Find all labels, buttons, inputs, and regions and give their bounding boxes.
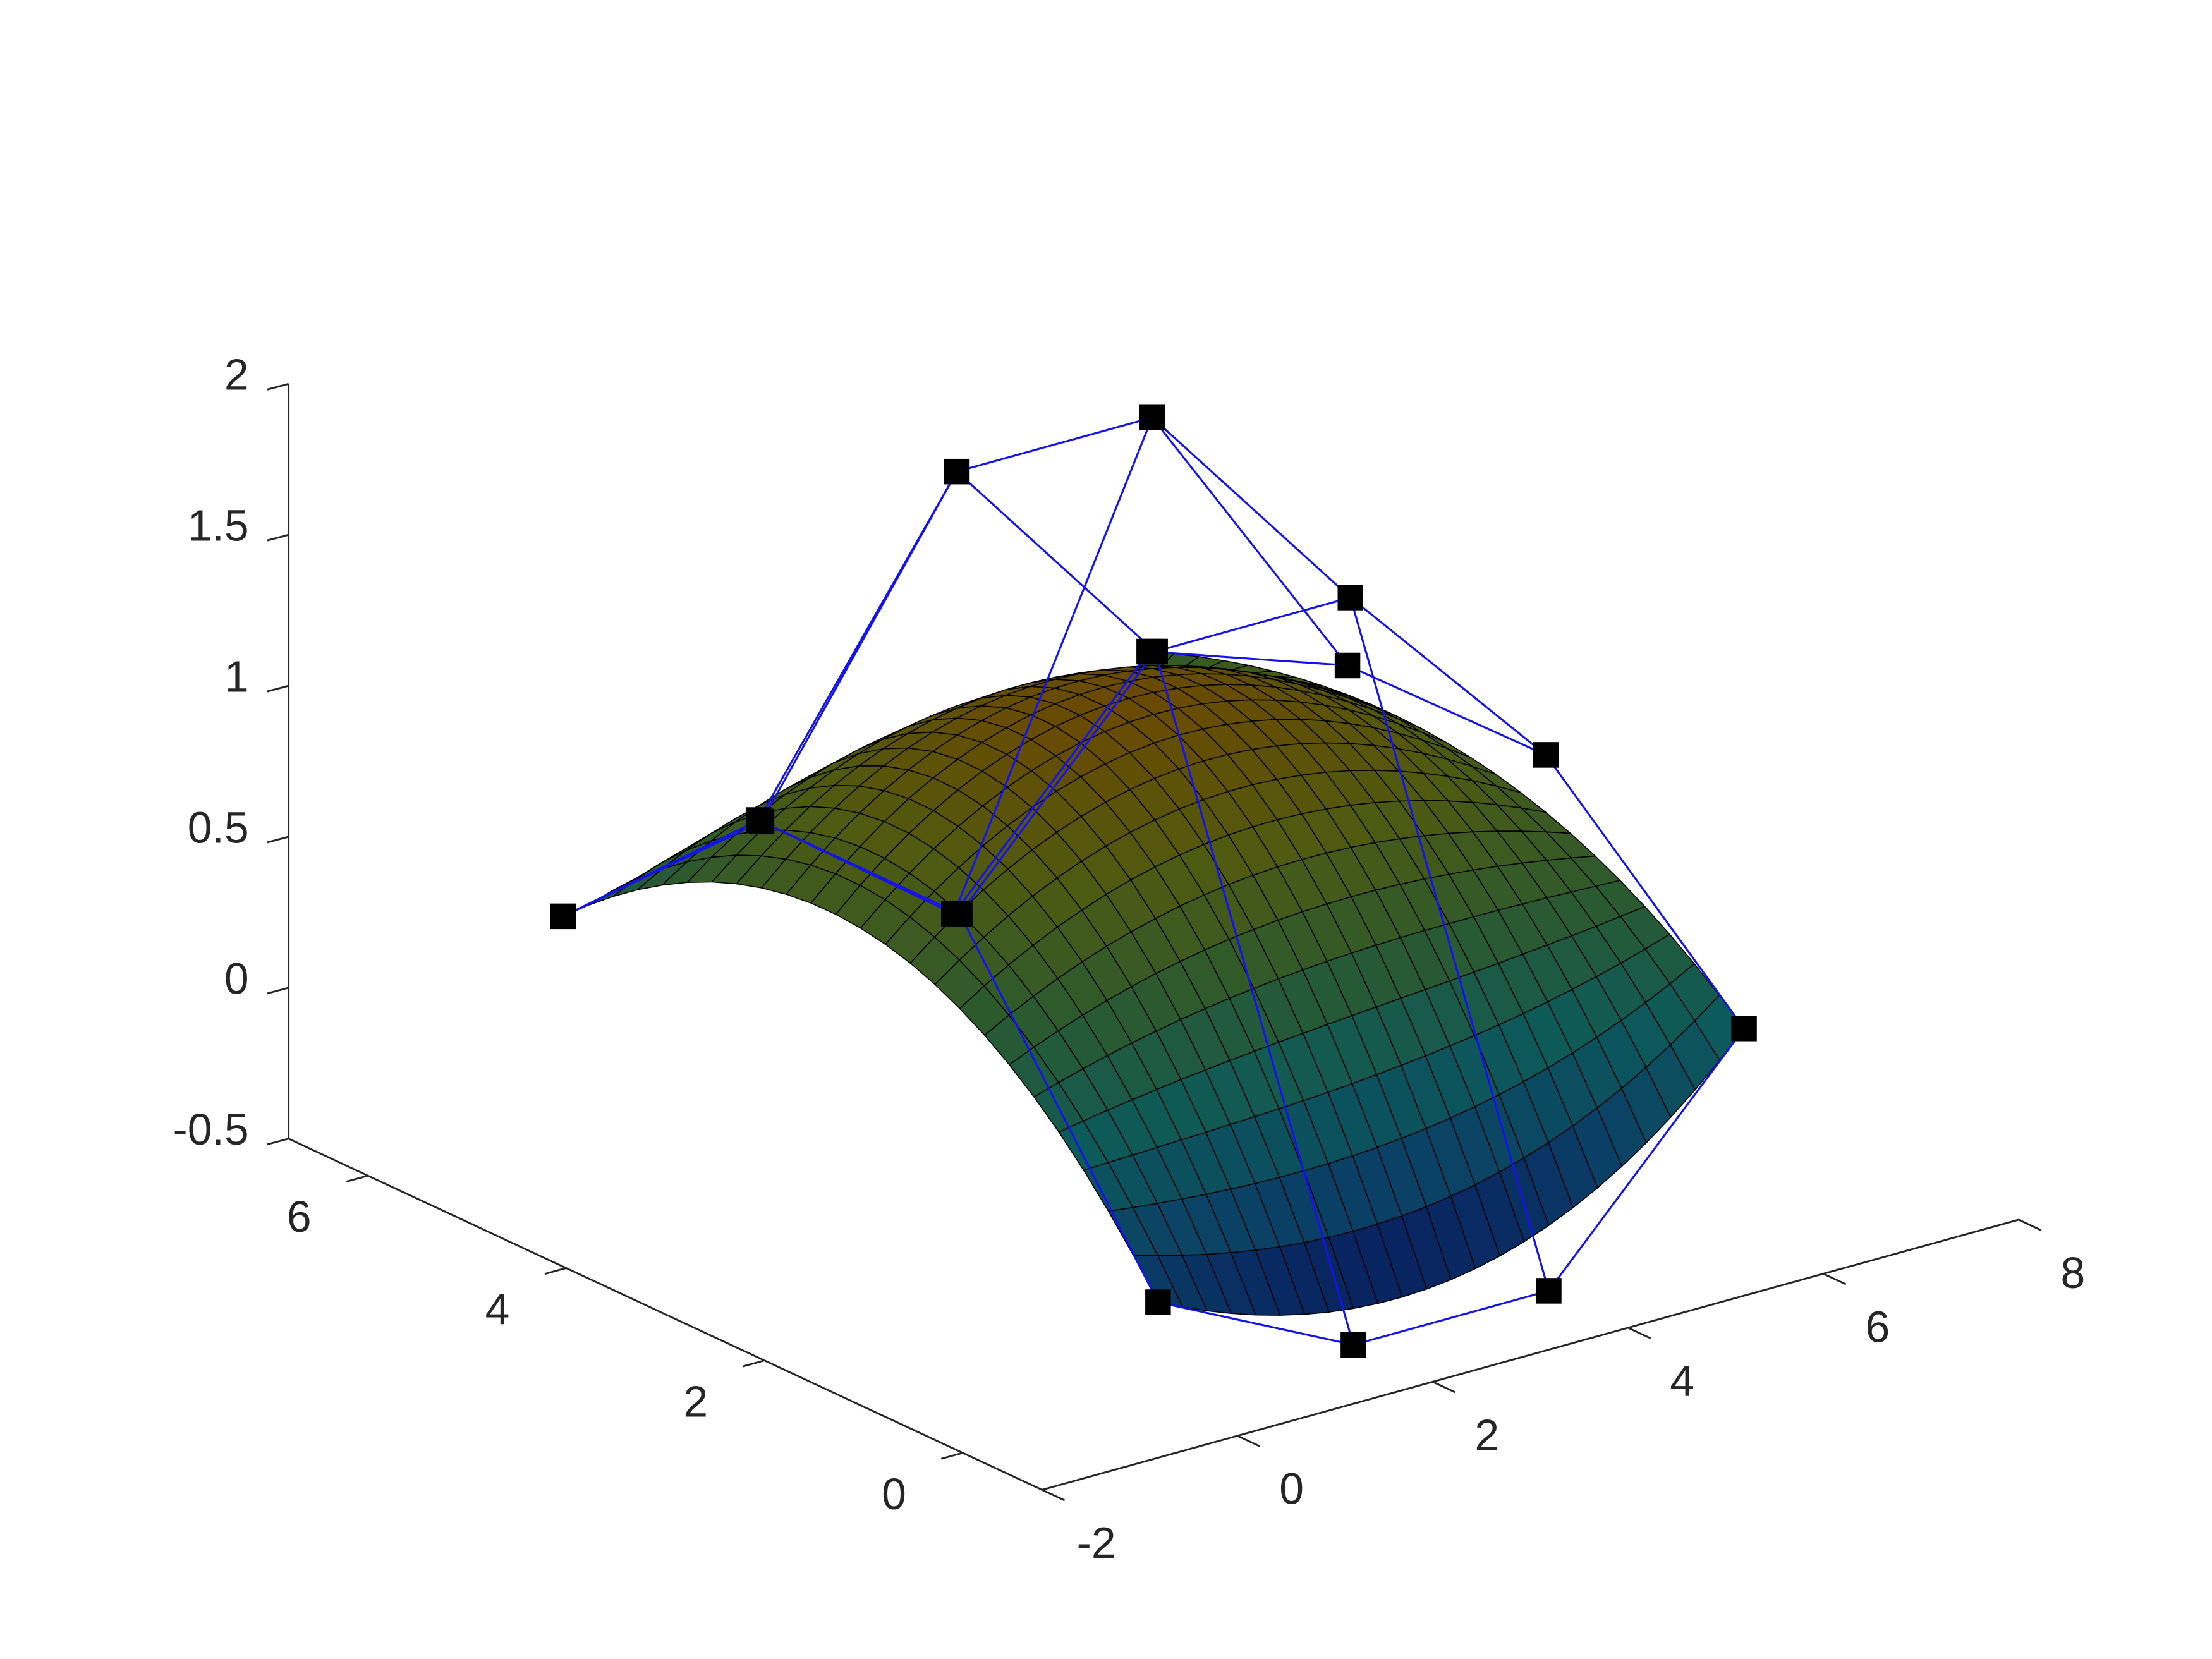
z-tick-label: 0 bbox=[224, 954, 249, 1003]
x-tick bbox=[1237, 1435, 1261, 1447]
x-tick-label: 2 bbox=[1474, 1410, 1499, 1459]
control-point bbox=[1136, 638, 1162, 665]
control-net-line bbox=[1158, 1028, 1745, 1346]
x-tick bbox=[1042, 1489, 1066, 1502]
z-tick bbox=[267, 382, 289, 391]
z-tick-label: 0.5 bbox=[188, 803, 249, 852]
y-tick bbox=[346, 1174, 368, 1183]
x-tick bbox=[1432, 1381, 1456, 1394]
y-tick-label: 6 bbox=[287, 1192, 312, 1241]
control-point bbox=[1337, 585, 1363, 611]
control-point bbox=[745, 807, 772, 833]
control-net-line bbox=[952, 416, 1550, 1291]
control-net-line bbox=[562, 651, 1150, 918]
y-tick bbox=[940, 1452, 963, 1460]
control-point bbox=[550, 903, 576, 930]
y-tick bbox=[743, 1359, 765, 1368]
control-net-line bbox=[959, 596, 1547, 915]
control-point bbox=[1334, 652, 1361, 679]
control-point bbox=[1340, 1332, 1366, 1358]
z-tick bbox=[267, 836, 289, 844]
y-tick-label: 0 bbox=[882, 1469, 906, 1519]
y-tick-label: 4 bbox=[485, 1284, 510, 1334]
z-tick bbox=[267, 684, 289, 693]
control-net-line bbox=[760, 416, 1349, 822]
control-net-line bbox=[757, 470, 1354, 1346]
control-net-line bbox=[1149, 650, 1745, 1030]
x-tick bbox=[1823, 1273, 1847, 1285]
z-tick bbox=[267, 533, 289, 542]
y-axis bbox=[288, 1138, 1043, 1491]
x-axis bbox=[1042, 1218, 2019, 1491]
x-tick bbox=[1627, 1327, 1651, 1339]
control-point bbox=[1139, 404, 1165, 430]
x-tick-label: 8 bbox=[2061, 1248, 2086, 1297]
z-tick-label: 1 bbox=[224, 652, 249, 702]
x-tick-label: 0 bbox=[1279, 1464, 1304, 1514]
control-net-line bbox=[562, 820, 1159, 1303]
x-tick-label: -2 bbox=[1077, 1518, 1116, 1567]
x-tick-label: 4 bbox=[1670, 1356, 1694, 1406]
control-point bbox=[1533, 742, 1559, 768]
z-tick bbox=[267, 987, 289, 995]
surface-face bbox=[1108, 1206, 1158, 1256]
z-tick bbox=[267, 1138, 289, 1146]
control-point bbox=[1536, 1278, 1562, 1304]
control-point bbox=[1731, 1016, 1757, 1042]
x-tick-label: 6 bbox=[1865, 1302, 1890, 1351]
control-point bbox=[944, 458, 970, 485]
z-tick-label: 1.5 bbox=[188, 501, 249, 550]
y-tick-label: 2 bbox=[683, 1377, 708, 1426]
z-tick-label: -0.5 bbox=[173, 1105, 248, 1154]
control-point bbox=[941, 901, 967, 927]
control-point bbox=[1145, 1289, 1171, 1315]
z-tick-label: 2 bbox=[224, 350, 249, 399]
y-tick bbox=[544, 1267, 567, 1275]
surface bbox=[562, 651, 1745, 1316]
x-tick bbox=[2018, 1218, 2042, 1231]
